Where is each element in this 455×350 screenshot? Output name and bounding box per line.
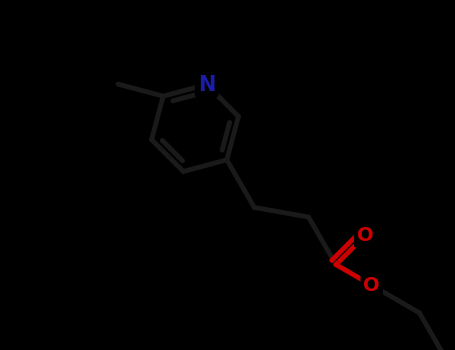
Text: O: O [364,276,380,295]
Text: N: N [198,75,215,94]
Text: O: O [357,226,374,245]
